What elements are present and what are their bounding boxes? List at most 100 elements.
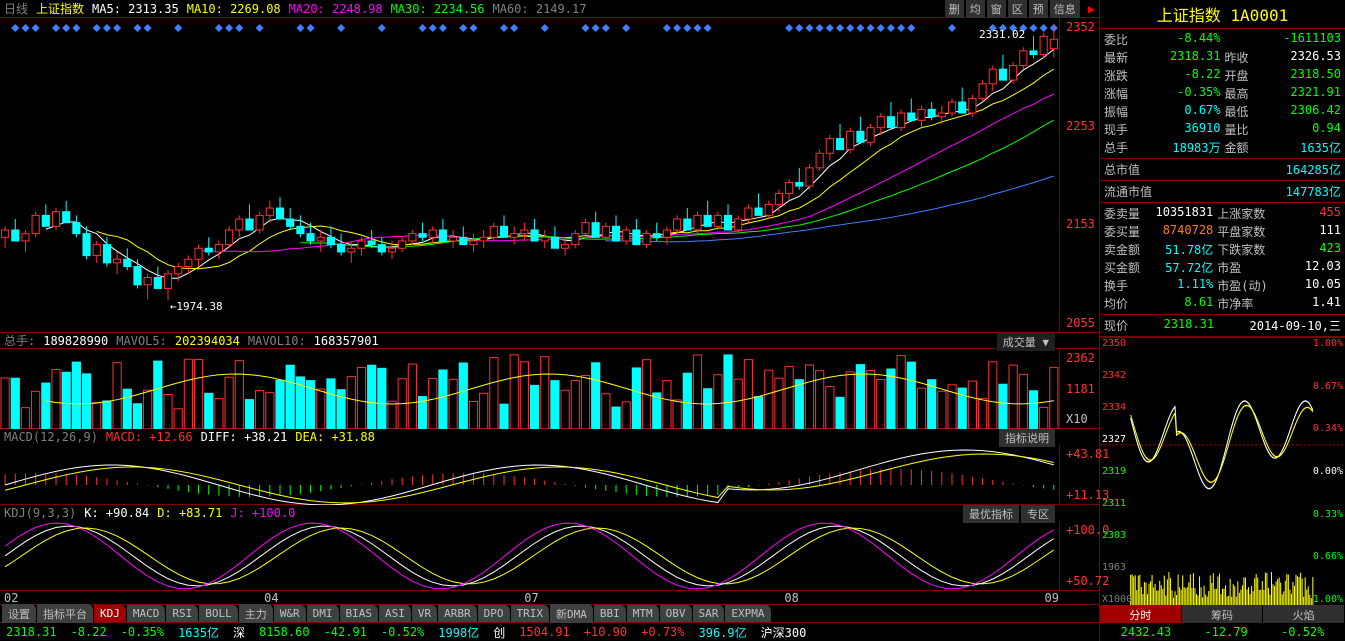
tab-RSI[interactable]: RSI (166, 605, 199, 622)
tab-设置[interactable]: 设置 (2, 604, 37, 624)
vol-m10-lbl: MAVOL10: (248, 334, 306, 348)
right-status: 2432.43-12.79-0.52% (1100, 623, 1345, 641)
kdj-k: K: +90.84 (84, 506, 149, 520)
status-item: 396.9亿 (699, 624, 747, 641)
macd-val: MACD: +12.66 (106, 430, 193, 444)
ma10: MA10: 2269.08 (187, 2, 281, 16)
macd-header: MACD(12,26,9) MACD: +12.66 DIFF: +38.21 … (0, 429, 1099, 445)
status-bar: 2318.31 -8.22 -0.35% 1635亿深 8158.60 -42.91 -0.… (0, 623, 1099, 641)
tab-TRIX[interactable]: TRIX (511, 605, 551, 622)
ma5: MA5: 2313.35 (92, 2, 179, 16)
vol-y-axis: 23621181X10 (1059, 349, 1099, 428)
candlestick-chart[interactable]: 2331.02 ←1974.38 2352225321532055 (0, 18, 1099, 333)
vol-zs-lbl: 总手: (4, 332, 35, 349)
ma60: MA60: 2149.17 (493, 2, 587, 16)
tab-ASI[interactable]: ASI (379, 605, 412, 622)
date-row: 现价2318.312014-09-10,三 (1100, 315, 1345, 337)
tab-DPO[interactable]: DPO (478, 605, 511, 622)
kdj-j: J: +100.0 (230, 506, 295, 520)
macd-svg (0, 445, 1059, 505)
status-item: 2318.31 (6, 625, 57, 639)
mini-tab-火焰[interactable]: 火焰 (1263, 605, 1345, 623)
tab-EXPMA[interactable]: EXPMA (725, 605, 771, 622)
top-btn-均[interactable]: 均 (966, 0, 985, 18)
tab-VR[interactable]: VR (412, 605, 438, 622)
svg-text:←1974.38: ←1974.38 (170, 300, 223, 313)
mini-tab-筹码[interactable]: 筹码 (1182, 605, 1264, 623)
top-btn-预[interactable]: 预 (1029, 0, 1048, 18)
tab-ARBR[interactable]: ARBR (438, 605, 478, 622)
candle-svg: 2331.02 ←1974.38 (0, 18, 1059, 318)
top-btn-区[interactable]: 区 (1008, 0, 1027, 18)
tab-新DMA[interactable]: 新DMA (550, 604, 594, 624)
status-item: 创 (493, 624, 505, 641)
tab-BOLL[interactable]: BOLL (199, 605, 239, 622)
tab-指标平台[interactable]: 指标平台 (37, 604, 94, 624)
intraday-chart[interactable]: 23502342233423272319231123031963X1000 1.… (1100, 337, 1345, 605)
kdj-name: KDJ(9,3,3) (4, 506, 76, 520)
svg-text:2331.02: 2331.02 (979, 28, 1025, 41)
kdj-svg (0, 521, 1059, 591)
kdj-d: D: +83.71 (157, 506, 222, 520)
quote-panel: 上证指数 1A0001 委比-8.44%-1611103最新2318.31昨收2… (1100, 0, 1345, 641)
mini-tab-分时[interactable]: 分时 (1100, 605, 1182, 623)
tab-MTM[interactable]: MTM (627, 605, 660, 622)
diff-val: DIFF: +38.21 (201, 430, 288, 444)
tab-MACD[interactable]: MACD (127, 605, 167, 622)
status-item: -0.35% (121, 625, 164, 639)
vol-svg (0, 349, 1059, 429)
vol-m10-val: 168357901 (314, 334, 379, 348)
quote-grid-1: 委比-8.44%-1611103最新2318.31昨收2326.53涨跌-8.2… (1100, 29, 1345, 159)
top-btn-窗[interactable]: 窗 (987, 0, 1006, 18)
macd-chart[interactable]: 指标说明 +43.81+11.13 (0, 445, 1099, 505)
mini-y-right: 1.00%0.67%0.34%0.00%0.33%0.66%1.00% (1313, 338, 1343, 605)
indicator-tabs: 设置指标平台KDJMACDRSIBOLL主力W&RDMIBIASASIVRARB… (0, 605, 1099, 623)
status-item: +10.90 (584, 625, 627, 639)
dea-val: DEA: +31.88 (295, 430, 374, 444)
quote-rows-2: 总市值164285亿流通市值147783亿 (1100, 159, 1345, 203)
kdj-chart[interactable]: 最优指标专区 +100.0+50.72 (0, 521, 1099, 591)
mini-svg (1100, 338, 1345, 605)
top-btn-信息[interactable]: 信息 (1050, 0, 1080, 18)
kdj-y-axis: +100.0+50.72 (1059, 521, 1099, 590)
status-item: +0.73% (641, 625, 684, 639)
top-btn-删[interactable]: 删 (945, 0, 964, 18)
tab-BIAS[interactable]: BIAS (340, 605, 380, 622)
panel-title: 上证指数 1A0001 (1100, 0, 1345, 29)
ma20: MA20: 2248.98 (289, 2, 383, 16)
vol-m5-val: 202394034 (175, 334, 240, 348)
tab-W&R[interactable]: W&R (274, 605, 307, 622)
status-item: 1635亿 (178, 624, 219, 641)
tab-KDJ[interactable]: KDJ (94, 605, 127, 622)
status-item: 8158.60 (259, 625, 310, 639)
kdj-header: KDJ(9,3,3) K: +90.84 D: +83.71 J: +100.0 (0, 505, 1099, 521)
status-item: 深 (233, 624, 245, 641)
chart-type: 日线 (4, 0, 28, 17)
ma30: MA30: 2234.56 (391, 2, 485, 16)
status-item: 沪深300 (761, 624, 807, 641)
top-bar: 日线 上证指数 MA5: 2313.35 MA10: 2269.08 MA20:… (0, 0, 1099, 18)
index-name: 上证指数 (36, 0, 84, 17)
candle-y-axis: 2352225321532055 (1059, 18, 1099, 332)
volume-chart[interactable]: 成交量 ▼ 23621181X10 (0, 349, 1099, 429)
mini-y-left: 23502342233423272319231123031963X1000 (1102, 338, 1132, 605)
tab-OBV[interactable]: OBV (660, 605, 693, 622)
quote-grid-3: 委卖量10351831上涨家数455委买量8740728平盘家数111卖金额51… (1100, 203, 1345, 315)
tab-DMI[interactable]: DMI (307, 605, 340, 622)
tab-主力[interactable]: 主力 (239, 604, 274, 624)
arrow-right-icon[interactable]: ▶ (1088, 2, 1095, 16)
top-buttons: 删均窗区预信息 (945, 0, 1080, 18)
macd-y-axis: +43.81+11.13 (1059, 445, 1099, 504)
vol-m5-lbl: MAVOL5: (116, 334, 167, 348)
status-item: 1504.91 (519, 625, 570, 639)
status-item: -8.22 (71, 625, 107, 639)
tab-SAR[interactable]: SAR (693, 605, 726, 622)
x-axis: 0204070809 (0, 591, 1099, 605)
macd-name: MACD(12,26,9) (4, 430, 98, 444)
volume-header: 总手: 189828990 MAVOL5: 202394034 MAVOL10:… (0, 333, 1099, 349)
tab-BBI[interactable]: BBI (594, 605, 627, 622)
mini-tabs: 分时筹码火焰 (1100, 605, 1345, 623)
status-item: 1998亿 (438, 624, 479, 641)
status-item: -42.91 (324, 625, 367, 639)
status-item: -0.52% (381, 625, 424, 639)
